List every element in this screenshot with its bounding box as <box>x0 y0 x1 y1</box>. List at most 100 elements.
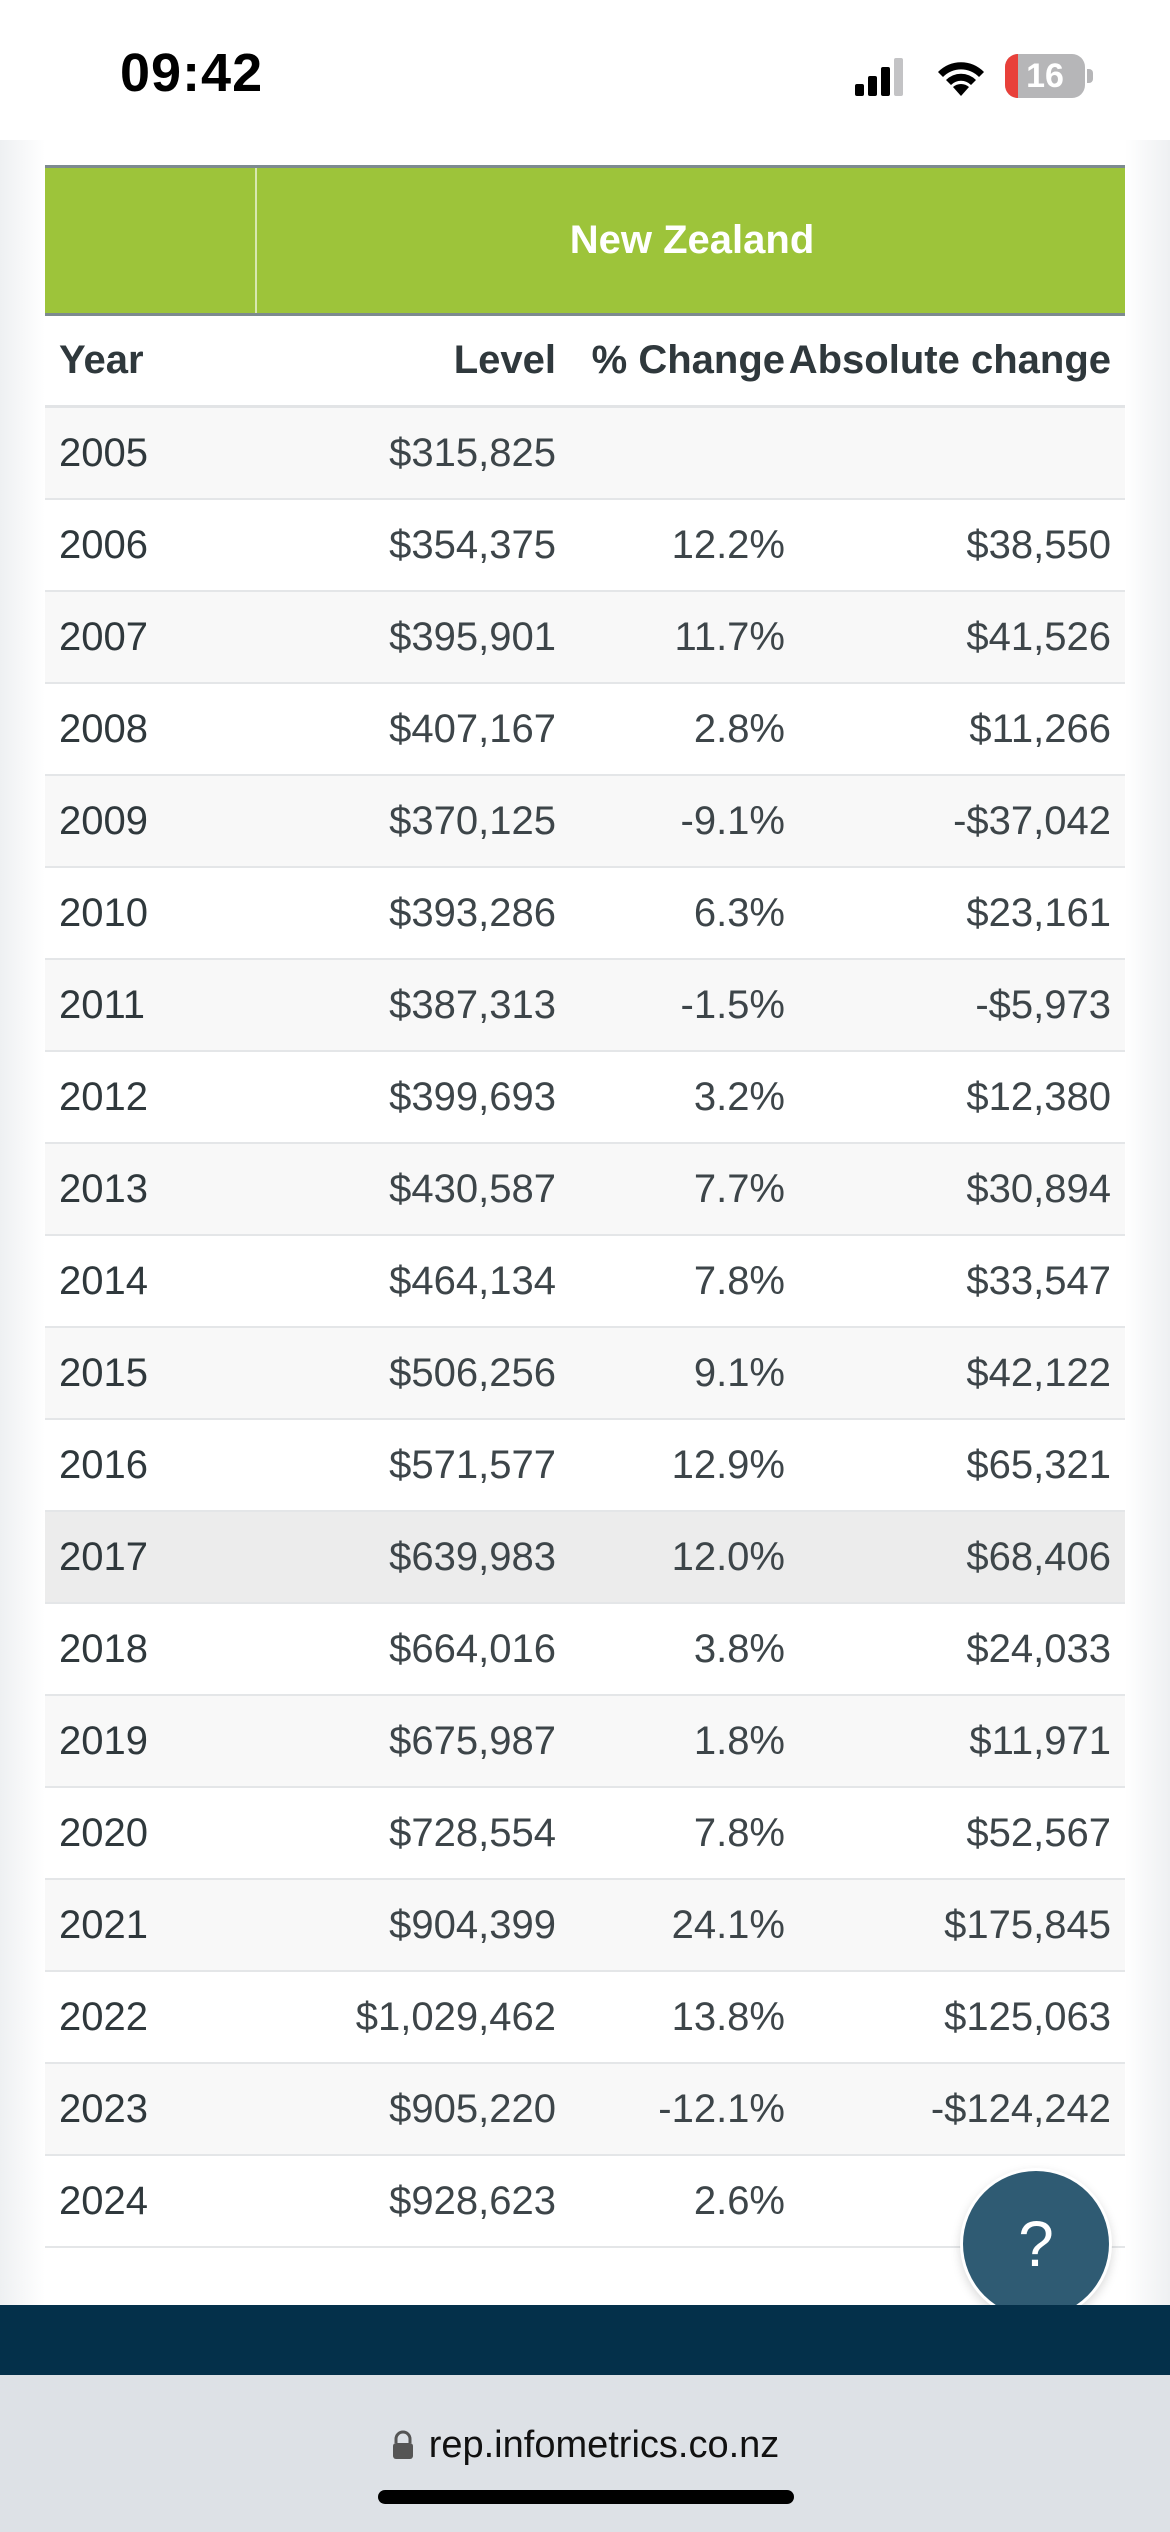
battery-level: 16 <box>1026 57 1064 95</box>
column-header-level[interactable]: Level <box>453 338 556 382</box>
cell-pct-change: 1.8% <box>693 1718 785 1763</box>
cell-pct-change: 3.8% <box>693 1626 785 1671</box>
cell-absolute-change: -$124,242 <box>930 2086 1111 2131</box>
column-header-pct-change[interactable]: % Change <box>591 338 785 382</box>
cell-absolute-change: $68,406 <box>966 1534 1111 1579</box>
help-button[interactable]: ? <box>960 2168 1112 2320</box>
cell-pct-change: 7.8% <box>693 1258 785 1303</box>
cell-level: $728,554 <box>389 1810 556 1855</box>
cell-pct-change: 13.8% <box>671 1994 785 2039</box>
cell-level: $905,220 <box>389 2086 556 2131</box>
cell-level: $387,313 <box>389 982 556 1027</box>
table-row: 2012 $399,693 3.2% $12,380 <box>45 1052 1125 1144</box>
cell-level: $664,016 <box>389 1626 556 1671</box>
cell-year: 2008 <box>59 706 148 751</box>
cell-pct-change: 12.0% <box>671 1534 785 1579</box>
signal-icon <box>855 58 903 96</box>
cell-pct-change: 9.1% <box>693 1350 785 1395</box>
cell-pct-change: 24.1% <box>671 1902 785 1947</box>
battery-cap <box>1087 69 1093 83</box>
url-field[interactable]: rep.infometrics.co.nz <box>0 2415 1170 2475</box>
cell-pct-change: 7.8% <box>693 1810 785 1855</box>
region-title: New Zealand <box>569 218 815 262</box>
cell-pct-change: 12.9% <box>671 1442 785 1487</box>
status-time: 09:42 <box>120 43 264 103</box>
table-row: 2024 $928,623 2.6% <box>45 2156 1125 2248</box>
status-bar: 09:42 16 <box>0 0 1170 140</box>
cell-year: 2012 <box>59 1074 148 1119</box>
cell-year: 2007 <box>59 614 148 659</box>
cell-year: 2024 <box>59 2178 148 2223</box>
cell-year: 2009 <box>59 798 148 843</box>
cell-level: $571,577 <box>389 1442 556 1487</box>
table-row: 2013 $430,587 7.7% $30,894 <box>45 1144 1125 1236</box>
cell-level: $464,134 <box>389 1258 556 1303</box>
cell-level: $315,825 <box>389 430 556 475</box>
help-icon[interactable]: ? <box>963 2171 1109 2317</box>
cell-absolute-change: $12,380 <box>966 1074 1111 1119</box>
table-row: 2022 $1,029,462 13.8% $125,063 <box>45 1972 1125 2064</box>
cell-absolute-change: $30,894 <box>966 1166 1111 1211</box>
table-row: 2009 $370,125 -9.1% -$37,042 <box>45 776 1125 868</box>
table-row: 2018 $664,016 3.8% $24,033 <box>45 1604 1125 1696</box>
cell-year: 2021 <box>59 1902 148 1947</box>
table-row: 2010 $393,286 6.3% $23,161 <box>45 868 1125 960</box>
table-row: 2019 $675,987 1.8% $11,971 <box>45 1696 1125 1788</box>
cell-absolute-change: -$37,042 <box>953 798 1111 843</box>
region-header: New Zealand <box>45 165 1125 316</box>
cell-absolute-change: $11,266 <box>969 706 1111 751</box>
cell-absolute-change: $23,161 <box>966 890 1111 935</box>
cell-level: $430,587 <box>389 1166 556 1211</box>
cell-year: 2005 <box>59 430 148 475</box>
cell-year: 2020 <box>59 1810 148 1855</box>
cell-pct-change: -12.1% <box>658 2086 785 2131</box>
cell-pct-change: 7.7% <box>693 1166 785 1211</box>
wifi-icon <box>938 62 984 96</box>
battery-body: 16 <box>1005 54 1085 98</box>
cell-year: 2015 <box>59 1350 148 1395</box>
cell-absolute-change: -$5,973 <box>975 982 1111 1027</box>
cell-pct-change: -9.1% <box>680 798 786 843</box>
table-row: 2020 $728,554 7.8% $52,567 <box>45 1788 1125 1880</box>
cell-year: 2016 <box>59 1442 148 1487</box>
cell-level: $354,375 <box>389 522 556 567</box>
cell-absolute-change: $41,526 <box>966 614 1111 659</box>
column-header-year[interactable]: Year <box>59 338 144 382</box>
cell-absolute-change: $125,063 <box>944 1994 1111 2039</box>
table-row: 2016 $571,577 12.9% $65,321 <box>45 1420 1125 1512</box>
battery-fill <box>1005 54 1018 98</box>
cell-year: 2019 <box>59 1718 148 1763</box>
cell-year: 2006 <box>59 522 148 567</box>
cell-pct-change: 6.3% <box>693 890 785 935</box>
cell-pct-change <box>556 408 785 498</box>
cell-year: 2011 <box>59 982 146 1027</box>
cell-absolute-change: $33,547 <box>966 1258 1111 1303</box>
url-text[interactable]: rep.infometrics.co.nz <box>428 2423 780 2466</box>
cell-year: 2013 <box>59 1166 148 1211</box>
cell-pct-change: 3.2% <box>693 1074 785 1119</box>
cell-year: 2018 <box>59 1626 148 1671</box>
column-header-absolute-change[interactable]: Absolute change <box>788 338 1111 382</box>
table-row: 2023 $905,220 -12.1% -$124,242 <box>45 2064 1125 2156</box>
cell-year: 2022 <box>59 1994 148 2039</box>
cell-pct-change: 12.2% <box>671 522 785 567</box>
cell-pct-change: 2.6% <box>693 2178 785 2223</box>
table-row: 2005 $315,825 <box>45 408 1125 500</box>
cell-pct-change: 2.8% <box>693 706 785 751</box>
cell-absolute-change <box>785 408 1111 498</box>
cell-year: 2014 <box>59 1258 148 1303</box>
cell-absolute-change: $24,033 <box>966 1626 1111 1671</box>
table-row: 2007 $395,901 11.7% $41,526 <box>45 592 1125 684</box>
cell-level: $639,983 <box>389 1534 556 1579</box>
site-footer <box>0 2305 1170 2375</box>
table-row: 2015 $506,256 9.1% $42,122 <box>45 1328 1125 1420</box>
table-row: 2011 $387,313 -1.5% -$5,973 <box>45 960 1125 1052</box>
column-header-row: Year Level % Change Absolute change <box>45 316 1125 408</box>
cell-absolute-change: $11,971 <box>969 1718 1111 1763</box>
cell-level: $370,125 <box>389 798 556 843</box>
cell-absolute-change: $38,550 <box>966 522 1111 567</box>
home-indicator[interactable] <box>378 2490 794 2504</box>
cell-level: $675,987 <box>389 1718 556 1763</box>
cell-pct-change: 11.7% <box>674 614 785 659</box>
browser-address-bar[interactable]: rep.infometrics.co.nz <box>0 2375 1170 2532</box>
